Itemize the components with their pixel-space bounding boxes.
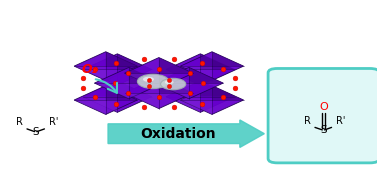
Point — [166, 79, 172, 81]
Polygon shape — [124, 58, 193, 89]
Point — [199, 102, 205, 105]
Text: Oxidation: Oxidation — [140, 127, 215, 141]
FancyBboxPatch shape — [268, 69, 378, 163]
Polygon shape — [212, 52, 243, 66]
Point — [199, 61, 205, 64]
Point — [166, 85, 172, 88]
Point — [141, 106, 147, 109]
Polygon shape — [94, 83, 129, 99]
Polygon shape — [124, 93, 159, 109]
Polygon shape — [83, 97, 118, 112]
Polygon shape — [189, 67, 223, 83]
Polygon shape — [118, 81, 152, 97]
Text: R': R' — [336, 116, 345, 126]
Polygon shape — [74, 100, 106, 114]
Polygon shape — [180, 66, 212, 80]
Polygon shape — [159, 77, 193, 93]
Point — [91, 95, 98, 98]
Polygon shape — [118, 54, 152, 69]
Point — [112, 82, 118, 84]
Polygon shape — [212, 86, 243, 100]
Circle shape — [161, 78, 186, 90]
Polygon shape — [200, 54, 235, 69]
Point — [171, 57, 177, 60]
Point — [156, 96, 162, 99]
Polygon shape — [180, 52, 243, 80]
Circle shape — [138, 74, 169, 89]
Polygon shape — [155, 67, 223, 99]
FancyArrowPatch shape — [96, 79, 117, 93]
Point — [187, 92, 193, 94]
Point — [113, 61, 119, 64]
Polygon shape — [180, 86, 243, 114]
Polygon shape — [166, 97, 200, 112]
Polygon shape — [129, 67, 163, 83]
Polygon shape — [166, 81, 235, 112]
Polygon shape — [83, 69, 118, 85]
Polygon shape — [106, 86, 137, 100]
Text: S: S — [33, 127, 39, 137]
Point — [220, 95, 226, 98]
Point — [91, 68, 98, 71]
Point — [146, 85, 152, 88]
Point — [113, 102, 119, 105]
Polygon shape — [124, 73, 159, 89]
FancyArrow shape — [108, 120, 264, 147]
Polygon shape — [83, 81, 152, 112]
Point — [141, 57, 147, 60]
Polygon shape — [200, 81, 235, 97]
Text: O: O — [319, 102, 328, 112]
Text: O₂: O₂ — [81, 63, 97, 76]
Point — [124, 92, 130, 94]
Polygon shape — [74, 52, 137, 80]
Polygon shape — [166, 54, 235, 85]
Polygon shape — [94, 67, 163, 99]
Polygon shape — [155, 83, 189, 99]
Point — [200, 82, 206, 84]
Point — [187, 72, 193, 74]
Point — [232, 77, 238, 80]
Polygon shape — [106, 52, 137, 66]
Point — [124, 72, 130, 74]
Polygon shape — [166, 69, 200, 85]
Polygon shape — [159, 58, 193, 73]
Polygon shape — [180, 100, 212, 114]
Point — [146, 79, 152, 81]
Polygon shape — [74, 86, 137, 114]
Point — [232, 86, 238, 89]
Point — [80, 86, 86, 89]
Polygon shape — [124, 77, 193, 109]
Text: R: R — [304, 116, 311, 126]
Point — [80, 77, 86, 80]
Polygon shape — [74, 66, 106, 80]
Point — [156, 67, 162, 70]
Text: R: R — [16, 117, 23, 127]
Text: S: S — [320, 125, 327, 135]
Circle shape — [165, 80, 174, 84]
Point — [171, 106, 177, 109]
Point — [220, 68, 226, 71]
Polygon shape — [83, 54, 152, 85]
Circle shape — [143, 77, 154, 82]
Text: R': R' — [48, 117, 58, 127]
